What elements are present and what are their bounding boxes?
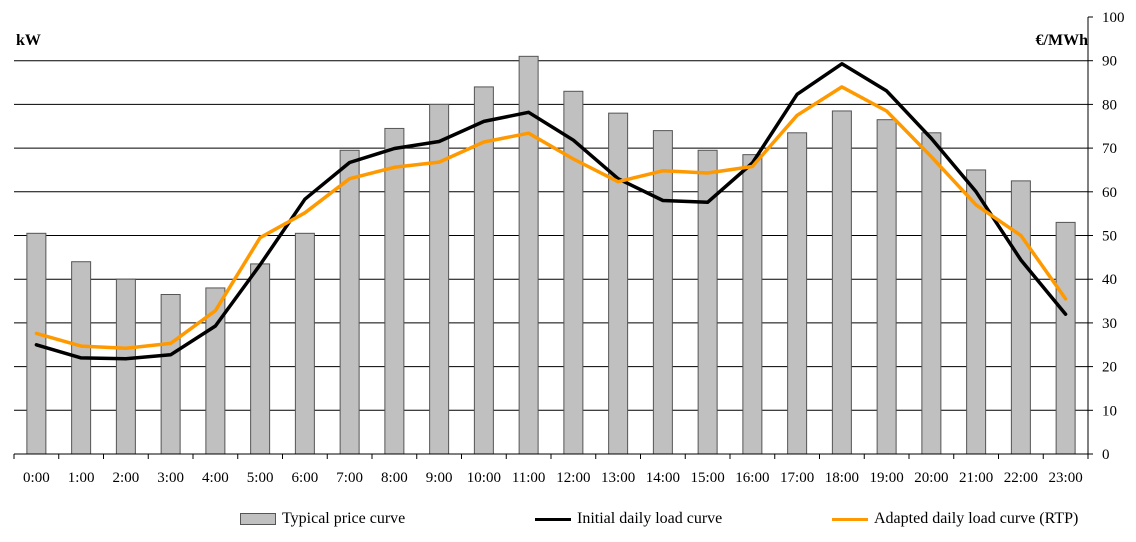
price-bar — [160, 293, 181, 455]
price-bar — [966, 169, 987, 455]
x-tick-label: 23:00 — [1049, 470, 1083, 486]
x-tick-label: 8:00 — [381, 470, 408, 486]
gridlines — [14, 60, 1088, 411]
x-tick-label: 3:00 — [157, 470, 184, 486]
x-tick-label: 13:00 — [601, 470, 635, 486]
legend-item-adapted-load: Adapted daily load curve (RTP) — [832, 510, 1078, 528]
price-bar — [1010, 180, 1031, 455]
price-bar — [652, 130, 673, 455]
right-tick-label: 90 — [1102, 54, 1117, 70]
price-bar — [742, 154, 763, 455]
price-bar — [294, 232, 315, 455]
price-bar — [876, 119, 897, 455]
x-tick-label: 20:00 — [914, 470, 948, 486]
x-tick-label: 19:00 — [870, 470, 904, 486]
price-bar — [831, 110, 852, 455]
price-bar — [608, 112, 629, 455]
x-tick-label: 9:00 — [426, 470, 453, 486]
right-tick-label: 100 — [1102, 10, 1125, 26]
x-tick-label: 6:00 — [292, 470, 319, 486]
load-lines — [34, 62, 1068, 361]
x-tick-label: 14:00 — [646, 470, 680, 486]
legend-bar-swatch — [240, 513, 276, 525]
x-tick-label: 2:00 — [113, 470, 140, 486]
left-axis-label: kW — [16, 32, 41, 49]
initial-load-line — [34, 62, 1068, 361]
right-tick-label: 20 — [1102, 360, 1117, 376]
price-bars — [26, 55, 1076, 455]
price-bar — [1055, 221, 1076, 455]
price-bar — [787, 132, 808, 455]
right-tick-label: 60 — [1102, 185, 1117, 201]
x-tick-label: 16:00 — [735, 470, 769, 486]
legend-item-price: Typical price curve — [240, 510, 405, 528]
legend-label-price: Typical price curve — [282, 510, 406, 527]
x-tick-label: 11:00 — [512, 470, 546, 486]
legend: Typical price curve Initial daily load c… — [0, 510, 1136, 534]
x-tick-label: 5:00 — [247, 470, 274, 486]
price-bar — [115, 278, 136, 455]
x-tick-label: 18:00 — [825, 470, 859, 486]
x-tick-label: 7:00 — [336, 470, 363, 486]
legend-label-adapted-load: Adapted daily load curve (RTP) — [874, 510, 1079, 527]
x-tick-label: 22:00 — [1004, 470, 1038, 486]
price-bar — [429, 103, 450, 455]
right-tick-label: 10 — [1102, 403, 1117, 419]
x-tick-label: 1:00 — [68, 470, 95, 486]
x-tick-label: 17:00 — [780, 470, 814, 486]
price-bar — [250, 263, 271, 455]
right-tick-label: 0 — [1102, 447, 1110, 463]
x-tick-label: 12:00 — [556, 470, 590, 486]
legend-line-swatch-adapted — [832, 517, 868, 521]
right-tick-label: 70 — [1102, 141, 1117, 157]
legend-line-swatch-initial — [535, 517, 571, 521]
x-tick-label: 10:00 — [467, 470, 501, 486]
x-tick-label: 0:00 — [23, 470, 50, 486]
x-tick-label: 15:00 — [691, 470, 725, 486]
x-tick-label: 4:00 — [202, 470, 229, 486]
right-tick-label: 30 — [1102, 316, 1117, 332]
right-tick-label: 80 — [1102, 97, 1117, 113]
price-bar — [339, 149, 360, 455]
x-tick-label: 21:00 — [959, 470, 993, 486]
right-tick-label: 40 — [1102, 272, 1117, 288]
legend-item-initial-load: Initial daily load curve — [535, 510, 722, 528]
legend-label-initial-load: Initial daily load curve — [577, 510, 723, 527]
right-tick-label: 50 — [1102, 229, 1117, 245]
price-bar — [384, 127, 405, 455]
axes: 0:00 1:00 2:00 3:00 4:00 5:00 6:00 7:00 8:00 9:00… — [13, 10, 1125, 486]
price-bar — [921, 132, 942, 455]
right-axis-label: €/MWh — [1036, 32, 1089, 49]
adapted-load-line — [34, 85, 1068, 350]
